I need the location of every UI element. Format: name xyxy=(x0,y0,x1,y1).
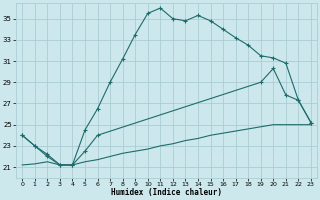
X-axis label: Humidex (Indice chaleur): Humidex (Indice chaleur) xyxy=(111,188,222,197)
